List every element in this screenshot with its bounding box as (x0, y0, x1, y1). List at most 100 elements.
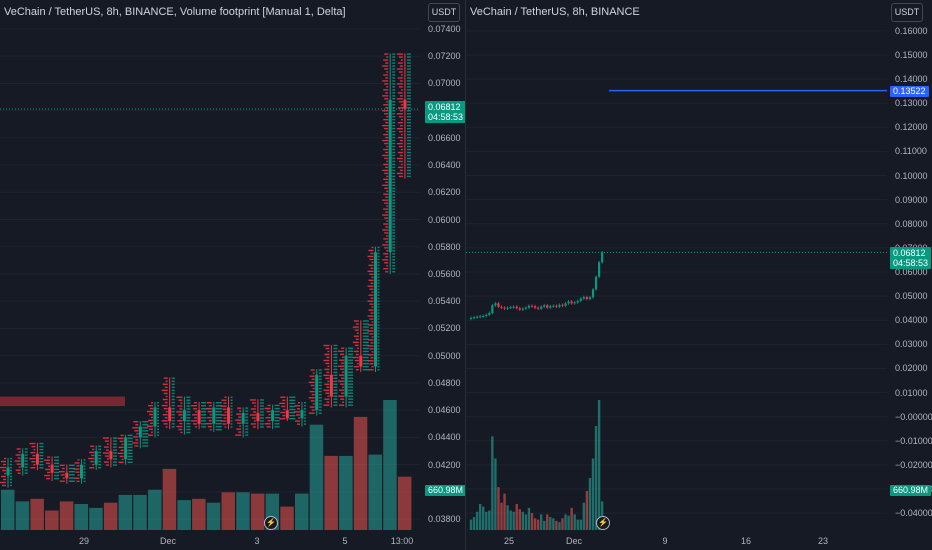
footprint-buy (348, 365, 354, 367)
footprint-buy (127, 458, 133, 461)
footprint-sell (18, 466, 21, 468)
footprint-sell (355, 353, 359, 356)
footprint-sell (339, 404, 345, 406)
footprint-buy (230, 408, 233, 410)
footprint-buy (98, 451, 102, 454)
footprint-buy (333, 368, 338, 371)
candle-body (403, 99, 407, 110)
left-chart-canvas[interactable] (0, 0, 465, 550)
footprint-sell (163, 392, 168, 395)
candle-body (109, 451, 113, 460)
footprint-buy (24, 457, 28, 459)
footprint-buy (112, 452, 117, 454)
footprint-sell (0, 466, 6, 469)
left-currency-button[interactable]: USDT (428, 3, 460, 22)
footprint-sell (148, 434, 153, 436)
footprint-sell (383, 148, 389, 151)
footprint-buy (318, 412, 322, 414)
footprint-buy (377, 369, 380, 371)
footprint-sell (311, 394, 315, 396)
footprint-sell (368, 354, 374, 356)
footprint-sell (396, 113, 403, 115)
volume-bar (103, 502, 118, 530)
price-tick: 0.04000 (895, 315, 928, 326)
volume-bar (576, 519, 579, 530)
footprint-sell (385, 92, 389, 94)
price-tick: 0.09000 (895, 194, 928, 205)
footprint-sell (103, 461, 109, 463)
footprint-buy (304, 420, 306, 422)
footprint-sell (385, 211, 389, 213)
footprint-buy (406, 89, 411, 91)
footprint-sell (3, 478, 6, 481)
footprint-buy (112, 440, 117, 442)
right-currency-button[interactable]: USDT (891, 3, 923, 22)
footprint-sell (325, 362, 330, 365)
candle-body (500, 306, 503, 308)
price-tick: 0.11000 (895, 146, 927, 157)
footprint-sell (326, 371, 330, 374)
footprint-buy (392, 157, 396, 160)
footprint-buy (333, 359, 338, 362)
footprint-buy (127, 446, 133, 449)
footprint-sell (44, 474, 51, 477)
footprint-sell (106, 458, 109, 460)
footprint-sell (383, 208, 389, 210)
footprint-buy (318, 397, 322, 399)
footprint-buy (24, 463, 28, 465)
footprint-buy (377, 336, 380, 338)
lightning-icon[interactable]: ⚡ (264, 516, 278, 530)
footprint-sell (91, 454, 95, 457)
right-price-scale[interactable]: USDT 0.16000 0.15000 0.14000 0.13000 0.12000… (887, 0, 932, 550)
footprint-sell (267, 404, 271, 407)
footprint-buy (39, 445, 44, 448)
footprint-buy (215, 416, 222, 419)
footprint-buy (377, 312, 380, 314)
footprint-buy (171, 410, 175, 413)
footprint-buy (392, 118, 396, 121)
footprint-buy (245, 422, 249, 424)
volume-bar (1, 489, 15, 530)
footprint-sell (249, 414, 256, 416)
left-price-scale[interactable]: USDT 0.074000.072000.070000.068000.06600… (420, 0, 465, 550)
price-tick: −0.04000 (895, 508, 932, 519)
lightning-icon[interactable]: ⚡ (596, 516, 610, 530)
footprint-sell (279, 402, 286, 405)
pane-divider[interactable] (465, 0, 466, 550)
footprint-buy (377, 267, 380, 270)
footprint-buy (171, 386, 175, 389)
footprint-sell (238, 431, 242, 433)
footprint-buy (10, 484, 12, 487)
left-chart-pane[interactable]: VeChain / TetherUS, 8h, BINANCE, Volume … (0, 0, 467, 550)
footprint-sell (383, 193, 389, 195)
footprint-buy (201, 414, 207, 416)
footprint-buy (171, 389, 175, 392)
right-chart-pane[interactable]: VeChain / TetherUS, 8h, BINANCE USDT 0.1… (466, 0, 932, 550)
volume-bar (368, 454, 382, 530)
footprint-buy (98, 463, 102, 466)
footprint-buy (392, 250, 396, 252)
footprint-sell (236, 413, 242, 415)
footprint-buy (259, 405, 264, 407)
footprint-buy (392, 238, 396, 240)
price-tick: 0.03800 (428, 514, 461, 525)
footprint-buy (186, 425, 191, 428)
footprint-sell (398, 145, 403, 148)
candle-body (35, 453, 39, 465)
footprint-sell (134, 445, 139, 447)
footprint-buy (24, 451, 28, 453)
footprint-buy (392, 68, 396, 70)
footprint-buy (392, 110, 396, 112)
footprint-buy (333, 404, 338, 406)
footprint-buy (245, 428, 249, 430)
volume-bar (397, 476, 412, 530)
candle-body (476, 316, 479, 318)
footprint-buy (392, 205, 396, 207)
right-chart-canvas[interactable] (466, 0, 932, 550)
footprint-sell (371, 366, 374, 368)
footprint-buy (215, 404, 222, 407)
footprint-sell (369, 348, 374, 350)
footprint-sell (400, 74, 403, 76)
footprint-buy (230, 411, 233, 413)
price-tick: 0.08000 (895, 218, 928, 229)
